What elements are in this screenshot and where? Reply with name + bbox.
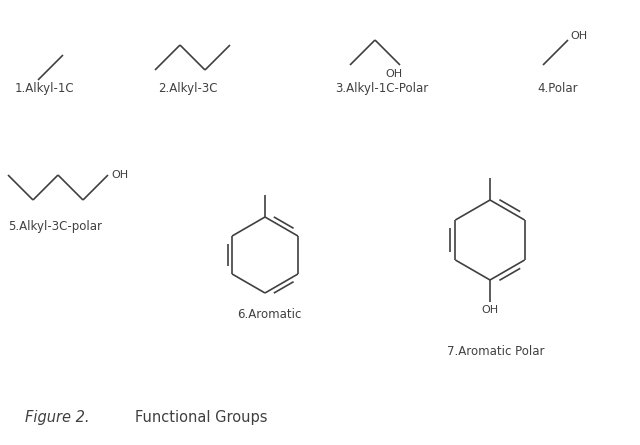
Text: 7.Aromatic Polar: 7.Aromatic Polar <box>447 345 545 358</box>
Text: 1.Alkyl-1C: 1.Alkyl-1C <box>15 82 75 95</box>
Text: 2.Alkyl-3C: 2.Alkyl-3C <box>158 82 218 95</box>
Text: OH: OH <box>385 69 403 79</box>
Text: Figure 2.: Figure 2. <box>25 410 90 425</box>
Text: 3.Alkyl-1C-Polar: 3.Alkyl-1C-Polar <box>335 82 428 95</box>
Text: 6.Aromatic: 6.Aromatic <box>237 308 301 321</box>
Text: OH: OH <box>570 31 587 41</box>
Text: OH: OH <box>111 170 128 180</box>
Text: 5.Alkyl-3C-polar: 5.Alkyl-3C-polar <box>8 220 102 233</box>
Text: Functional Groups: Functional Groups <box>135 410 268 425</box>
Text: OH: OH <box>481 305 499 315</box>
Text: 4.Polar: 4.Polar <box>537 82 578 95</box>
